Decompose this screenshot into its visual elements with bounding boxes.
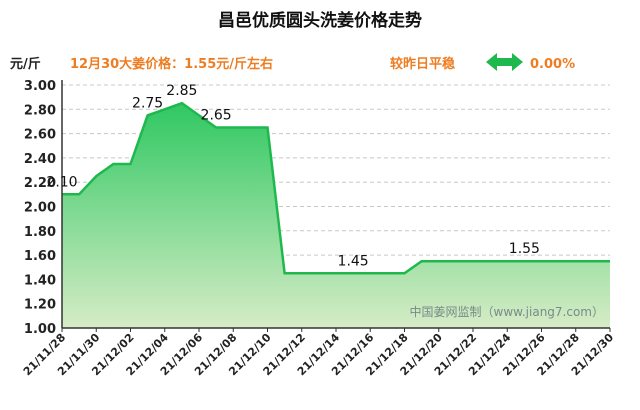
y-tick-label: 2.60 <box>24 128 56 143</box>
price-line <box>62 101 610 275</box>
data-label: 2.75 <box>132 95 163 111</box>
y-tick-label: 2.00 <box>24 201 56 216</box>
data-label: 1.55 <box>509 241 540 257</box>
data-labels: 2.10 2.752.852.65 1.45 1.55 <box>46 83 540 269</box>
data-label: 2.10 <box>46 174 77 190</box>
y-tick-label: 3.00 <box>24 79 56 94</box>
y-tick-label: 1.20 <box>24 298 56 313</box>
watermark: 中国姜网监制（www.jiang7.com） <box>410 304 604 319</box>
price-info: 12月30大姜价格：1.55元/斤左右 <box>70 56 273 72</box>
y-tick-label: 1.00 <box>24 322 56 337</box>
data-label: 2.65 <box>201 108 232 124</box>
y-tick-label: 2.80 <box>24 103 56 118</box>
change-label: 较昨日平稳 <box>390 56 455 72</box>
change-value: 0.00% <box>530 57 575 72</box>
y-tick-label: 1.60 <box>24 249 56 264</box>
y-tick-label: 1.40 <box>24 273 56 288</box>
data-label: 1.45 <box>338 253 369 269</box>
x-axis-ticks: 21/11/2821/11/3021/12/0221/12/0421/12/06… <box>21 328 616 378</box>
y-axis-ticks: 1.00 1.20 1.40 1.60 1.80 2.00 2.20 2.40 2.60 2.80… <box>24 79 56 337</box>
y-tick-label: 2.20 <box>24 176 56 191</box>
chart-title: 昌邑优质圆头洗姜价格走势 <box>218 10 422 31</box>
data-label: 2.85 <box>166 83 197 99</box>
unit-label: 元/斤 <box>10 56 41 72</box>
y-tick-label: 2.40 <box>24 152 56 167</box>
y-tick-label: 1.80 <box>24 225 56 240</box>
price-area <box>62 103 610 328</box>
double-arrow-icon <box>486 53 523 71</box>
